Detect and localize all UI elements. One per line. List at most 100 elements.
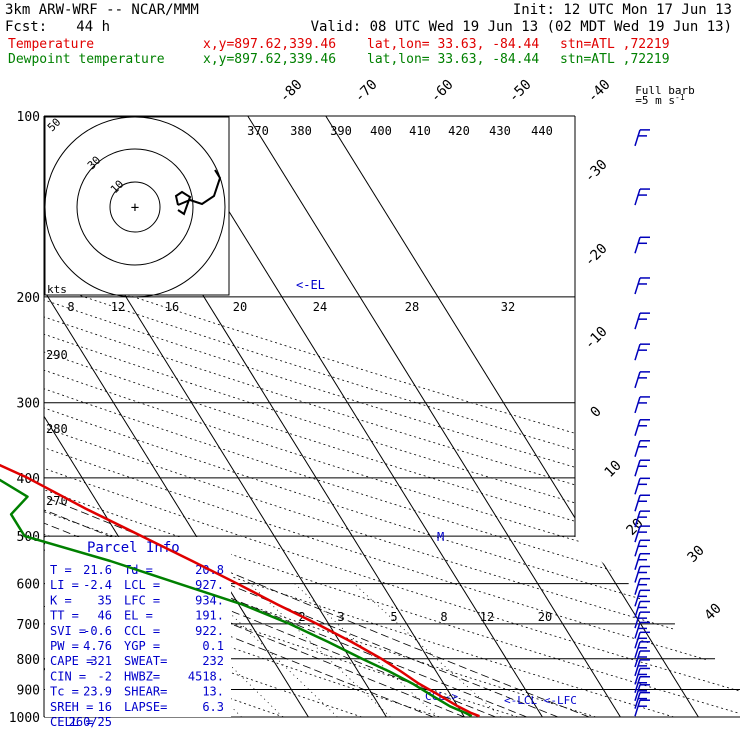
wind-barb xyxy=(634,277,641,295)
parcel-value: 46 xyxy=(98,609,112,623)
mixing-ratio-label: 12 xyxy=(480,610,494,624)
moist-adiabat xyxy=(44,296,527,717)
wind-barb xyxy=(634,343,641,361)
hodo-speed-label: 20 xyxy=(233,300,247,314)
hodo-ring-10 xyxy=(109,181,161,233)
theta-left-label: 290 xyxy=(46,348,68,362)
parcel-value: 922. xyxy=(195,624,224,638)
dewpoint-trace xyxy=(0,478,473,718)
pressure-label: 700 xyxy=(17,618,40,633)
parcel-label: SREH = xyxy=(50,700,93,714)
parcel-label: CAPE = xyxy=(50,654,93,668)
parcel-value: 260/25 xyxy=(69,715,112,729)
header-valid: Valid: 08 UTC Wed 19 Jun 13 (02 MDT Wed … xyxy=(311,19,732,35)
parcel-value: 321 xyxy=(90,654,112,668)
lcl-lfc-marker: <-LCL <-LFC xyxy=(504,694,577,707)
hodo-speed-label: 16 xyxy=(165,300,179,314)
legend-name: Temperature xyxy=(8,37,94,52)
parcel-value: 6.3 xyxy=(202,700,224,714)
theta-label: 410 xyxy=(409,124,431,138)
mixing-ratio-line xyxy=(249,583,391,717)
legend-latlon: lat,lon= 33.63, -84.44 xyxy=(367,52,539,67)
wind-barb xyxy=(634,553,641,570)
moist-adiabat xyxy=(44,296,590,717)
wind-barb xyxy=(634,590,641,607)
hodo-speed-label: 28 xyxy=(405,300,419,314)
isotherm-label: 20 xyxy=(624,516,647,539)
pressure-label: 800 xyxy=(17,653,40,668)
parcel-value: 13. xyxy=(202,685,224,699)
parcel-label: YGP = xyxy=(124,639,160,653)
pressure-label: 600 xyxy=(17,578,40,593)
parcel-label: SWEAT= xyxy=(124,654,167,668)
dry-adiabat xyxy=(44,116,740,717)
mixing-ratio-label: 3 xyxy=(337,610,344,624)
wind-barb xyxy=(634,611,641,629)
parcel-label: LAPSE= xyxy=(124,700,167,714)
legend-xy: x,y=897.62,339.46 xyxy=(203,52,336,67)
parcel-label: Tc = xyxy=(50,685,79,699)
header-fcst-value: 44 h xyxy=(76,19,110,35)
isotherm-label: 0 xyxy=(588,404,605,421)
parcel-label: SHEAR= xyxy=(124,685,167,699)
hodo-ring-30 xyxy=(76,148,194,266)
theta-label: 370 xyxy=(247,124,269,138)
wind-barb xyxy=(634,510,641,528)
wind-barb xyxy=(634,495,641,512)
isotherm-line xyxy=(325,116,699,717)
isotherm-label: -60 xyxy=(428,77,457,106)
parcel-label: K = xyxy=(50,593,72,607)
wind-barb xyxy=(634,478,641,495)
header-init: Init: 12 UTC Mon 17 Jun 13 xyxy=(513,2,732,18)
wind-barb xyxy=(634,692,641,709)
parcel-label: TT = xyxy=(50,609,79,623)
parcel-label: EL = xyxy=(124,609,153,623)
isotherm-line xyxy=(247,116,621,717)
legend-stn: stn=ATL ,72219 xyxy=(560,52,670,67)
parcel-label: CCL = xyxy=(124,624,160,638)
pressure-label: 100 xyxy=(17,110,40,125)
wind-barb xyxy=(634,668,641,685)
legend-xy: x,y=897.62,339.46 xyxy=(203,37,336,52)
parcel-label: CELL = xyxy=(50,715,93,729)
hodo-center-mark: + xyxy=(131,200,139,216)
parcel-label: PW = xyxy=(50,639,79,653)
parcel-value: 4518. xyxy=(188,669,224,683)
header-model: 3km ARW-WRF -- NCAR/MMM xyxy=(5,2,199,18)
parcel-label: CIN = xyxy=(50,669,86,683)
parcel-value: 21.6 xyxy=(83,563,112,577)
dry-adiabat xyxy=(44,116,740,717)
theta-label: 390 xyxy=(330,124,352,138)
parcel-label: LFC = xyxy=(124,593,160,607)
parcel-label: LCL = xyxy=(124,578,160,592)
wind-barb xyxy=(634,699,641,717)
wind-barb xyxy=(634,632,641,649)
isotherm-label: 30 xyxy=(685,543,708,566)
dry-adiabat xyxy=(44,116,740,717)
dry-adiabat xyxy=(44,116,740,717)
theta-label: 400 xyxy=(370,124,392,138)
isotherm-label: -10 xyxy=(582,324,611,353)
parcel-label: LI = xyxy=(50,578,79,592)
parcel-value: 23.9 xyxy=(83,685,112,699)
temperature-trace xyxy=(0,463,480,718)
theta-left-label: 280 xyxy=(46,422,68,436)
moist-adiabat xyxy=(44,296,559,717)
wind-barb xyxy=(634,641,641,659)
isotherm-label: -40 xyxy=(585,77,614,106)
parcel-value: 35 xyxy=(98,593,112,607)
theta-label: 380 xyxy=(290,124,312,138)
pressure-label: 200 xyxy=(17,291,40,306)
pressure-label: 900 xyxy=(17,683,40,698)
parcel-info-box xyxy=(45,537,231,717)
mid-marker: M xyxy=(437,530,444,544)
parcel-value: 191. xyxy=(195,609,224,623)
full-barb-label: Full barb xyxy=(635,84,695,97)
full-barb-unit-superscript: -1 xyxy=(675,93,685,102)
legend-stn: stn=ATL ,72219 xyxy=(560,37,670,52)
wind-barb xyxy=(634,188,641,206)
parcel-value: 232 xyxy=(202,654,224,668)
dry-adiabat xyxy=(44,116,740,717)
wind-barb xyxy=(634,237,641,254)
